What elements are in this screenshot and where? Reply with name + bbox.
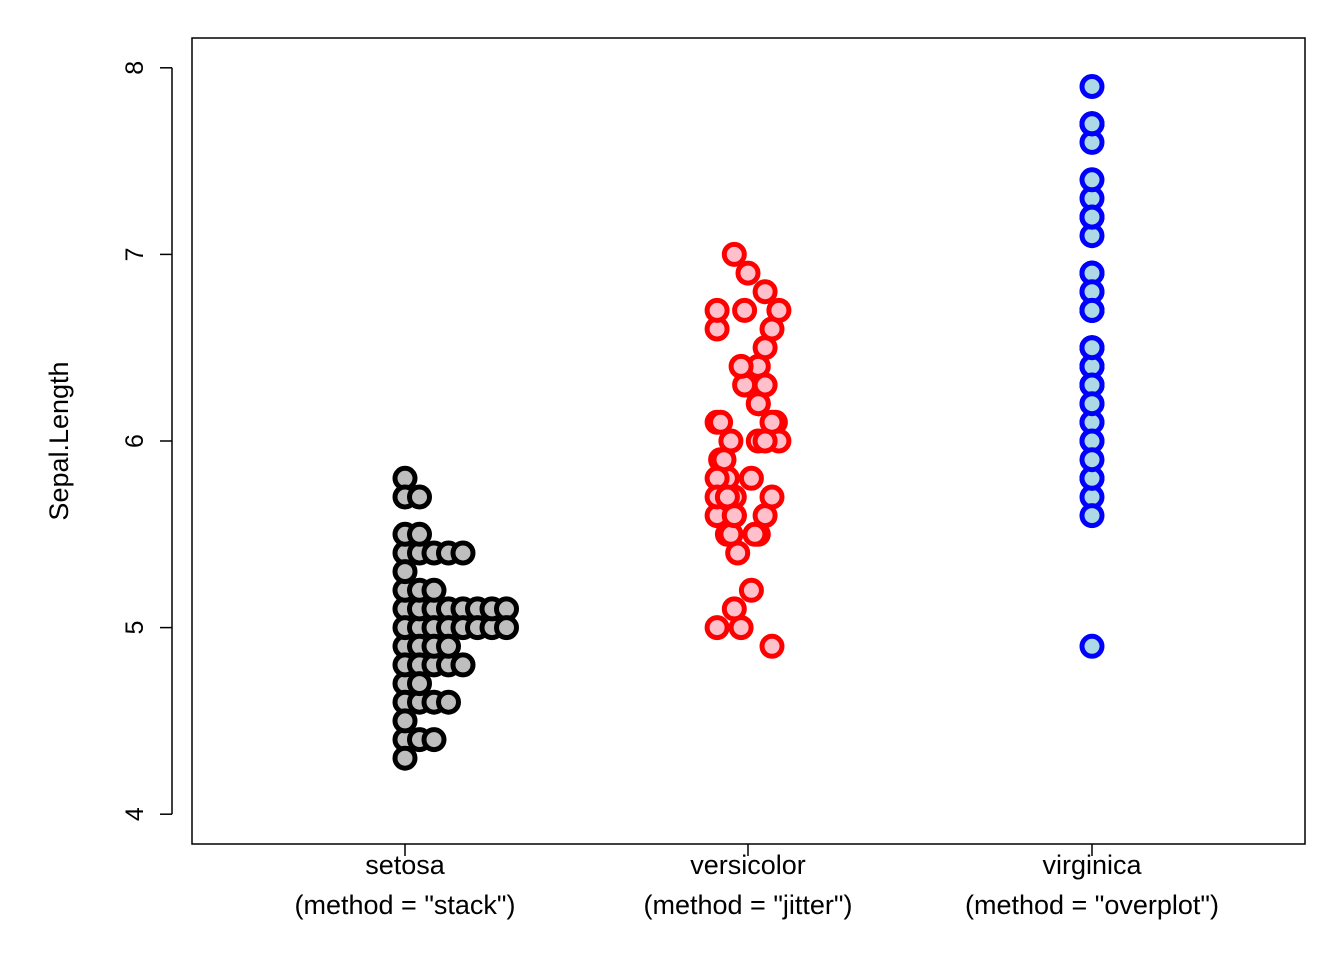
data-point-versicolor <box>708 409 734 435</box>
data-point-virginica <box>1079 74 1105 99</box>
data-point-versicolor <box>752 428 778 454</box>
category-method-label: (method = "overplot") <box>965 890 1219 920</box>
data-point-versicolor <box>745 391 771 417</box>
data-point-versicolor <box>728 353 754 379</box>
data-point-virginica <box>1079 503 1105 529</box>
points-layer <box>392 74 1105 771</box>
data-point-virginica <box>1079 167 1105 193</box>
data-point-setosa <box>421 727 447 753</box>
series-setosa <box>392 465 519 771</box>
data-point-virginica <box>1079 391 1105 417</box>
data-point-setosa <box>450 540 476 566</box>
category-method-label: (method = "stack") <box>295 890 516 920</box>
category-method-label: (method = "jitter") <box>644 890 853 920</box>
data-point-setosa <box>392 559 418 585</box>
category-label: virginica <box>1042 850 1142 880</box>
data-point-setosa <box>407 484 432 510</box>
data-point-versicolor <box>732 297 758 323</box>
data-point-versicolor <box>752 279 778 305</box>
y-tick-label: 4 <box>121 807 149 821</box>
y-axis-label: Sepal.Length <box>44 361 74 520</box>
data-point-versicolor <box>721 241 747 267</box>
data-point-versicolor <box>718 428 744 454</box>
data-point-virginica <box>1079 447 1105 473</box>
data-point-setosa <box>450 652 476 678</box>
data-point-virginica <box>1079 297 1105 323</box>
data-point-versicolor <box>738 577 764 603</box>
data-point-setosa <box>407 671 432 697</box>
data-point-virginica <box>1079 633 1105 659</box>
data-point-virginica <box>1079 111 1105 137</box>
data-point-versicolor <box>735 260 761 286</box>
y-tick-label: 5 <box>121 621 149 635</box>
data-point-versicolor <box>759 633 785 659</box>
data-point-versicolor <box>742 521 768 547</box>
y-tick-label: 7 <box>121 247 149 261</box>
data-point-setosa <box>392 745 418 771</box>
data-point-setosa <box>436 689 461 715</box>
data-point-virginica <box>1079 204 1105 230</box>
category-label: setosa <box>365 850 446 880</box>
data-point-virginica <box>1079 335 1105 361</box>
data-point-versicolor <box>766 297 792 323</box>
data-point-versicolor <box>721 596 747 622</box>
category-label: versicolor <box>690 850 806 880</box>
data-point-versicolor <box>759 484 785 510</box>
data-point-versicolor <box>704 615 730 641</box>
y-tick-label: 6 <box>121 434 149 448</box>
data-point-versicolor <box>738 465 764 491</box>
series-versicolor <box>704 241 792 659</box>
data-point-setosa <box>436 633 461 659</box>
y-axis: 4 5 6 7 8 <box>121 61 173 821</box>
data-point-setosa <box>421 577 447 603</box>
y-tick-label: 8 <box>121 61 149 75</box>
data-point-versicolor <box>714 484 740 510</box>
data-point-versicolor <box>704 297 730 323</box>
series-virginica <box>1079 74 1105 659</box>
x-category-labels: setosa (method = "stack") versicolor (metho… <box>295 844 1219 920</box>
data-point-setosa <box>392 708 418 734</box>
data-point-setosa <box>494 615 519 641</box>
data-point-setosa <box>407 521 432 547</box>
